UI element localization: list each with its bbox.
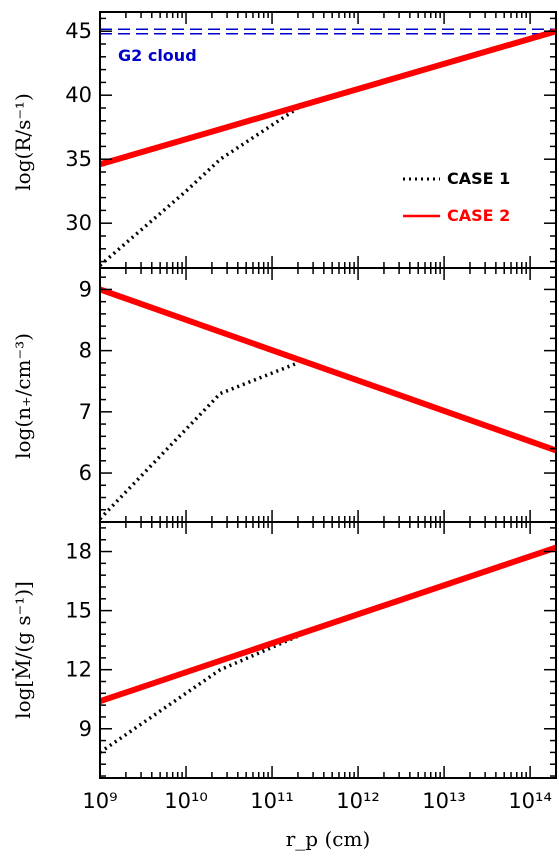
- series-case-1: [99, 634, 299, 754]
- ytick-label: 7: [79, 400, 92, 424]
- ytick-label: 15: [65, 599, 92, 623]
- panel-middle: 6 7 8 9: [79, 267, 557, 523]
- xtick-label: 10¹³: [422, 789, 466, 813]
- ytick-label: 6: [79, 461, 92, 485]
- panel-frame: [99, 267, 557, 523]
- legend-case1-label: CASE 1: [447, 169, 510, 188]
- series-case-2: [99, 544, 557, 705]
- middle-ylabel: log(n₊/cm⁻³): [11, 333, 35, 459]
- ytick-label: 12: [65, 658, 92, 682]
- series-case-1: [98, 361, 299, 521]
- ytick-label: 9: [79, 717, 92, 741]
- ytick-label: 40: [65, 83, 92, 107]
- xtick-label: 10¹⁴: [508, 789, 552, 813]
- ytick-label: 45: [65, 19, 92, 43]
- panel-frame: [99, 521, 557, 779]
- top-ylabel: log(R/s⁻¹): [11, 93, 35, 190]
- ytick-label: 9: [79, 277, 92, 301]
- g2-cloud-label: G2 cloud: [118, 46, 197, 65]
- panel-bottom: 9 12 15 18: [65, 521, 557, 779]
- legend-case2-label: CASE 2: [447, 206, 510, 225]
- xtick-label: 10¹⁰: [164, 789, 208, 813]
- ytick-label: 18: [65, 540, 92, 564]
- series-case-1: [98, 106, 299, 267]
- ytick-label: 8: [79, 339, 92, 363]
- xtick-label: 10¹¹: [250, 789, 294, 813]
- series-case-2: [99, 286, 557, 454]
- xtick-label: 10¹²: [336, 789, 380, 813]
- ytick-label: 35: [65, 147, 92, 171]
- ytick-label: 30: [65, 211, 92, 235]
- xlabel: r_p (cm): [286, 827, 371, 851]
- xtick-label: 10⁹: [82, 789, 117, 813]
- series-case-2: [99, 28, 557, 168]
- bottom-ylabel: log[Ṁ/(g s⁻¹)]: [11, 581, 35, 719]
